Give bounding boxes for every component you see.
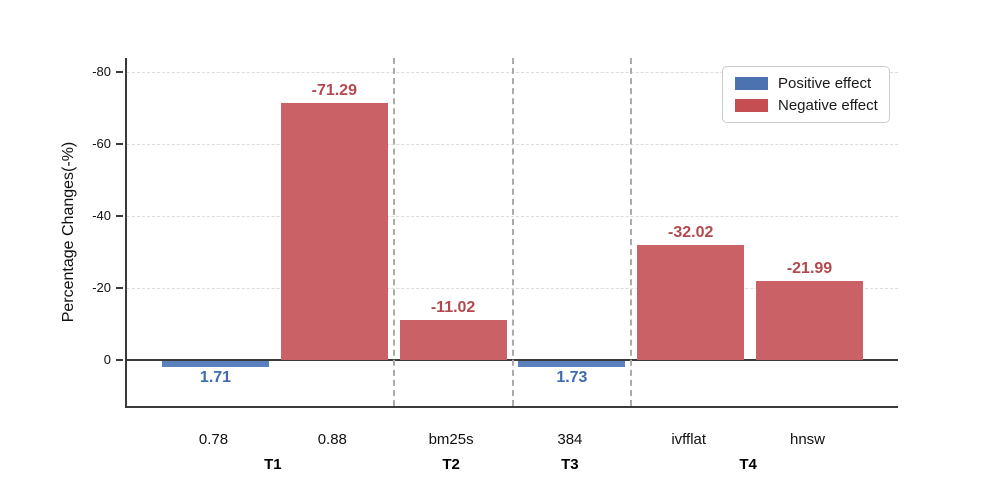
plot-area: 1.71 -71.29 -11.02 1.73 -32.02 -21.99 xyxy=(125,58,898,408)
y-tick--20 xyxy=(116,287,123,289)
positive-effect-swatch xyxy=(735,77,768,90)
value-label-0.88: -71.29 xyxy=(311,82,357,100)
legend-label-positive: Positive effect xyxy=(778,75,872,92)
bar-bm25s xyxy=(399,320,507,360)
legend-entry-negative: Negative effect xyxy=(735,97,879,114)
legend: Positive effect Negative effect xyxy=(722,66,890,123)
bar-hnsw xyxy=(756,280,863,360)
bar-384 xyxy=(518,361,626,368)
category-label-ivfflat: ivfflat xyxy=(671,431,707,448)
bar-0.78 xyxy=(162,361,269,368)
y-tick--40 xyxy=(116,215,123,217)
group-label-T4: T4 xyxy=(739,456,757,473)
category-label-0.88: 0.88 xyxy=(317,431,347,448)
group-label-T2: T2 xyxy=(442,456,460,473)
y-tick-label--20: -20 xyxy=(92,280,111,295)
legend-entry-positive: Positive effect xyxy=(735,75,879,92)
value-label-ivfflat: -32.02 xyxy=(668,223,714,241)
y-tick-0 xyxy=(116,359,123,361)
value-label-384: 1.73 xyxy=(556,369,588,387)
y-tick-label--40: -40 xyxy=(92,208,111,223)
legend-label-negative: Negative effect xyxy=(778,97,878,114)
negative-effect-swatch xyxy=(735,99,768,112)
category-label-hnsw: hnsw xyxy=(789,431,826,448)
y-tick-label--60: -60 xyxy=(92,136,111,151)
value-label-bm25s: -11.02 xyxy=(430,299,476,317)
y-tick-label--80: -80 xyxy=(92,64,111,79)
bar-0.88 xyxy=(280,103,388,360)
y-axis-label: Percentage Changes(-%) xyxy=(60,141,77,323)
category-label-0.78: 0.78 xyxy=(198,431,229,448)
y-tick--60 xyxy=(116,143,123,145)
group-label-T1: T1 xyxy=(264,456,282,473)
bar-ivfflat xyxy=(637,244,745,360)
group-label-T3: T3 xyxy=(561,456,579,473)
group-separator-3 xyxy=(630,58,633,406)
value-label-hnsw: -21.99 xyxy=(786,259,833,277)
y-tick--80 xyxy=(116,71,123,73)
value-label-0.78: 1.71 xyxy=(199,369,232,387)
category-label-384: 384 xyxy=(557,431,583,448)
group-separator-2 xyxy=(511,58,514,406)
group-separator-1 xyxy=(392,58,395,406)
category-label-bm25s: bm25s xyxy=(428,431,474,448)
y-tick-label-0: 0 xyxy=(103,352,111,367)
